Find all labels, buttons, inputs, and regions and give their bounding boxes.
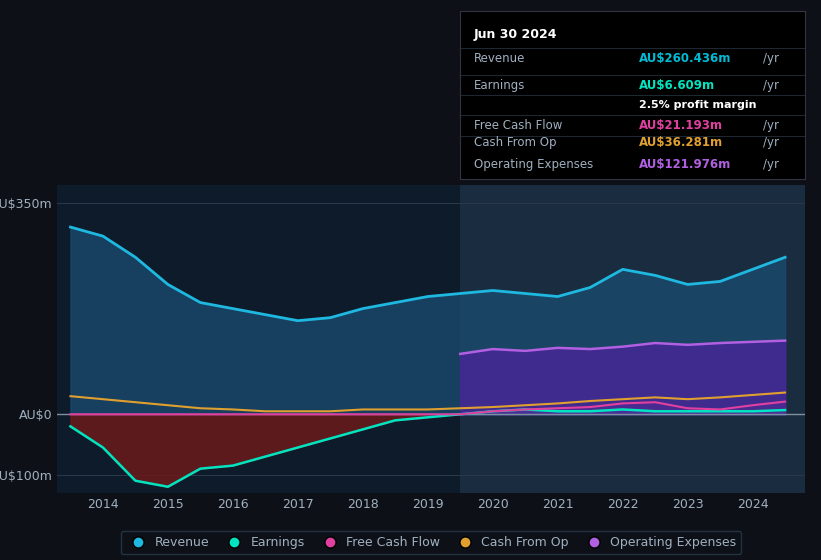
Text: 2.5% profit margin: 2.5% profit margin	[639, 100, 757, 110]
Text: AU$6.609m: AU$6.609m	[639, 78, 715, 92]
Legend: Revenue, Earnings, Free Cash Flow, Cash From Op, Operating Expenses: Revenue, Earnings, Free Cash Flow, Cash …	[121, 531, 741, 554]
Text: Operating Expenses: Operating Expenses	[474, 157, 593, 171]
Text: /yr: /yr	[764, 136, 779, 149]
Text: Earnings: Earnings	[474, 78, 525, 92]
Bar	[461, 185, 805, 493]
Text: /yr: /yr	[764, 78, 779, 92]
Text: Free Cash Flow: Free Cash Flow	[474, 119, 562, 132]
Text: /yr: /yr	[764, 157, 779, 171]
Text: Revenue: Revenue	[474, 52, 525, 65]
Text: Cash From Op: Cash From Op	[474, 136, 556, 149]
Text: AU$121.976m: AU$121.976m	[639, 157, 732, 171]
Text: /yr: /yr	[764, 52, 779, 65]
Text: AU$260.436m: AU$260.436m	[639, 52, 732, 65]
Text: /yr: /yr	[764, 119, 779, 132]
Text: AU$36.281m: AU$36.281m	[639, 136, 723, 149]
Text: Jun 30 2024: Jun 30 2024	[474, 28, 557, 41]
Text: AU$21.193m: AU$21.193m	[639, 119, 723, 132]
